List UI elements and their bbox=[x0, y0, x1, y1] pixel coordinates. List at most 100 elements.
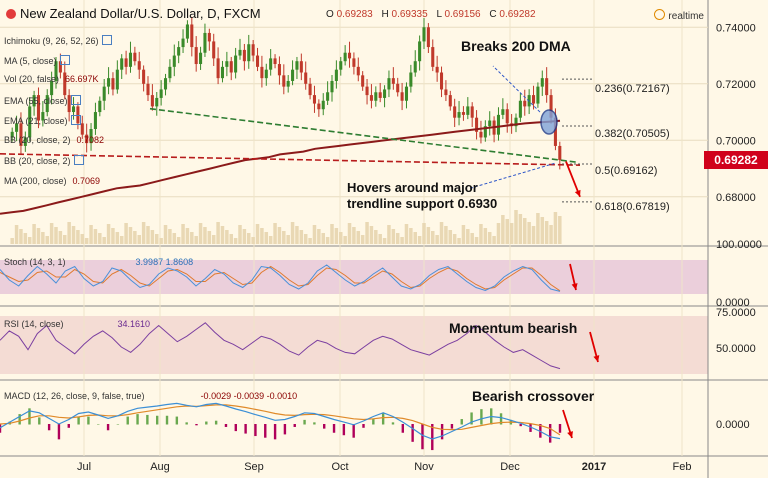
candle-body bbox=[439, 72, 444, 90]
fib-level-0236: 0.236(0.72167) bbox=[595, 83, 670, 95]
macd-hist-bar bbox=[440, 424, 444, 440]
volume-bar bbox=[518, 214, 523, 244]
volume-bar bbox=[378, 234, 382, 244]
settings-icon[interactable] bbox=[101, 35, 112, 45]
volume-bar bbox=[461, 225, 466, 244]
low-value: 0.69156 bbox=[444, 9, 481, 20]
indicator-volume[interactable]: Vol (20, false) 66.697K bbox=[4, 74, 99, 84]
indicator-ma5[interactable]: MA (5, close) bbox=[4, 55, 70, 66]
volume-bar bbox=[181, 224, 185, 244]
candle-body bbox=[488, 120, 492, 127]
x-tick-label: Jul bbox=[77, 461, 91, 473]
candle-body bbox=[558, 145, 562, 161]
candle-body bbox=[317, 103, 321, 110]
volume-bar bbox=[347, 223, 352, 244]
volume-bar bbox=[426, 227, 431, 244]
stochastic-label[interactable]: Stoch (14, 3, 1) 3.9987 1.8608 bbox=[4, 257, 194, 267]
ma200-line bbox=[0, 119, 561, 215]
candle-body bbox=[413, 61, 417, 73]
candle-body bbox=[549, 95, 553, 118]
volume-bar bbox=[54, 227, 58, 244]
indicator-name: BB (20, close, 2) bbox=[4, 135, 71, 145]
candle-body bbox=[545, 78, 549, 96]
volume-bar bbox=[417, 236, 422, 244]
volume-bar bbox=[124, 223, 128, 244]
candle-body bbox=[247, 44, 251, 62]
volume-bar bbox=[395, 233, 400, 244]
volume-bar bbox=[260, 228, 264, 244]
settings-icon[interactable] bbox=[70, 95, 81, 105]
macd-hist-bar bbox=[548, 424, 552, 443]
realtime-status[interactable]: realtime bbox=[654, 9, 704, 22]
candle-body bbox=[277, 64, 281, 76]
candle-body bbox=[553, 117, 557, 146]
volume-bar bbox=[172, 233, 177, 244]
candle-body bbox=[483, 126, 487, 138]
candle-body bbox=[470, 106, 474, 118]
candle-body bbox=[15, 123, 19, 132]
macd-hist-bar bbox=[254, 424, 257, 437]
pointer-breaks bbox=[492, 65, 541, 113]
indicator-ema21[interactable]: EMA (21, close) bbox=[4, 115, 81, 126]
volume-bar bbox=[146, 226, 150, 244]
macd-values: -0.0029 -0.0039 -0.0010 bbox=[200, 391, 298, 401]
volume-bar bbox=[452, 234, 457, 244]
macd-hist-bar bbox=[146, 414, 149, 425]
volume-bar bbox=[19, 229, 23, 244]
open-label: O bbox=[326, 9, 334, 20]
macd-hist-bar bbox=[175, 416, 179, 425]
settings-icon[interactable] bbox=[59, 55, 70, 65]
indicator-name: EMA (55, close) bbox=[4, 96, 68, 106]
volume-bar bbox=[23, 233, 28, 244]
volume-bar bbox=[308, 238, 312, 244]
candle-body bbox=[334, 69, 338, 81]
candle-body bbox=[216, 58, 220, 79]
volume-bar bbox=[360, 235, 365, 244]
macd-hist-bar bbox=[185, 422, 188, 425]
bear-arrow-rsi-head bbox=[593, 355, 600, 362]
candle-body bbox=[400, 92, 404, 101]
candle-body bbox=[496, 114, 501, 135]
volume-bar bbox=[10, 238, 14, 244]
breakout-marker bbox=[540, 109, 558, 135]
volume-bar bbox=[483, 228, 488, 244]
indicator-ema55[interactable]: EMA (55, close) bbox=[4, 95, 81, 106]
volume-bar bbox=[448, 230, 453, 244]
indicator-ichimoku[interactable]: Ichimoku (9, 26, 52, 26) bbox=[4, 35, 112, 46]
volume-bar bbox=[444, 226, 448, 244]
candle-body bbox=[115, 69, 119, 90]
fib-level-05: 0.5(0.69162) bbox=[595, 165, 658, 177]
rsi-label[interactable]: RSI (14, close) 34.1610 bbox=[4, 319, 151, 329]
candle-body bbox=[76, 106, 80, 124]
volume-bar bbox=[251, 237, 255, 244]
volume-bars bbox=[10, 210, 562, 244]
settings-icon[interactable] bbox=[70, 115, 81, 125]
macd-hist-bar bbox=[499, 413, 503, 425]
indicator-bb-upper[interactable]: BB (20, close, 2) 0.7082 bbox=[4, 135, 104, 145]
macd-label[interactable]: MACD (12, 26, close, 9, false, true) -0.0… bbox=[4, 391, 298, 401]
settings-icon[interactable] bbox=[73, 155, 84, 165]
candle-body bbox=[291, 69, 295, 81]
macd-hist-bar bbox=[116, 424, 120, 425]
macd-hist-bar bbox=[205, 421, 208, 425]
macd-hist-bar bbox=[303, 419, 306, 425]
volume-bar bbox=[255, 224, 260, 244]
indicator-bb-lower[interactable]: BB (20, close, 2) bbox=[4, 155, 84, 166]
candle-body bbox=[448, 95, 452, 107]
volume-bar bbox=[32, 224, 36, 244]
volume-bar bbox=[391, 229, 396, 244]
volume-bar bbox=[76, 230, 80, 244]
macd-hist-bar bbox=[0, 424, 2, 433]
volume-bar bbox=[339, 232, 343, 244]
macd-hist-bar bbox=[411, 424, 414, 442]
indicator-value: 0.7082 bbox=[76, 135, 105, 145]
indicator-ma200[interactable]: MA (200, close) 0.7069 bbox=[4, 176, 100, 186]
candle-body bbox=[50, 80, 54, 96]
candle-body bbox=[150, 95, 154, 107]
macd-signal-line bbox=[0, 404, 561, 436]
indicator-value: 0.7069 bbox=[72, 176, 101, 186]
clock-icon bbox=[654, 9, 666, 20]
volume-bar bbox=[343, 236, 347, 244]
candle-body bbox=[234, 55, 238, 73]
